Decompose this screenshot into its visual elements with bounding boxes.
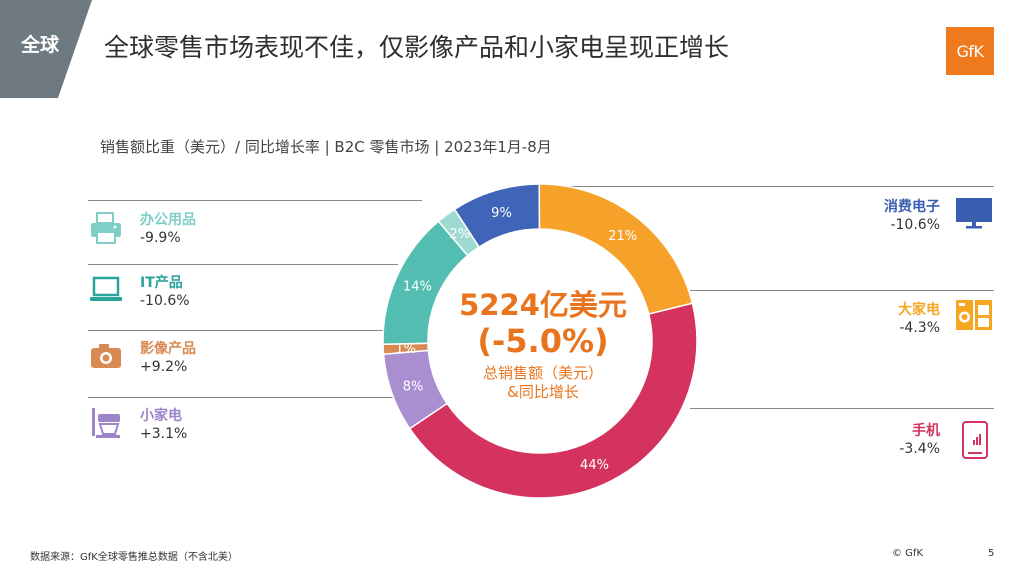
caption-line: &同比增长 [507,383,579,401]
mixer-icon [92,408,120,438]
category-office-supplies: 办公用品 -9.9% [140,209,196,246]
region-tab: 全球 [0,0,92,98]
category-growth: +9.2% [140,359,188,375]
total-sales-change: (-5.0%) [477,322,609,360]
region-tab-label: 全球 [20,34,59,56]
donut-slice-label: 1% [395,342,416,357]
divider-line [88,330,388,331]
category-major-appliances: 大家电 -4.3% [840,299,940,336]
copyright: © GfK [892,548,924,559]
laptop-icon [90,276,122,301]
camera-icon [91,344,121,368]
printer-icon [91,212,121,244]
caption-line: 总销售额（美元） [482,364,603,382]
divider-line [690,290,994,291]
total-sales-value: 5224亿美元 [459,288,627,322]
gfk-logo: GfK [946,27,994,75]
donut-slice-label: 44% [580,458,609,473]
category-name: 办公用品 [140,212,196,228]
category-consumer-electronics: 消费电子 -10.6% [840,196,940,233]
category-name: 小家电 [140,408,182,424]
category-growth: -10.6% [140,293,190,309]
category-name: 消费电子 [884,199,940,215]
category-name: 大家电 [898,302,940,318]
donut-slice-label: 14% [403,280,432,295]
category-name: 手机 [912,423,940,439]
category-name: 影像产品 [140,341,196,357]
page-number: 5 [988,548,995,559]
category-mobile-phones: 手机 -3.4% [840,420,940,457]
category-growth: -3.4% [899,441,940,457]
donut-slice-label: 9% [491,206,512,221]
category-growth: -9.9% [140,230,181,246]
divider-line [88,200,422,201]
divider-line [88,264,398,265]
category-small-appliances: 小家电 +3.1% [140,405,187,442]
data-source-note: 数据来源：GfK全球零售推总数据（不含北美） [30,552,238,563]
donut-slice-label: 8% [403,380,424,395]
category-name: IT产品 [140,275,183,291]
category-growth: -10.6% [890,217,940,233]
donut-slice-label: 21% [608,229,637,244]
page-title: 全球零售市场表现不佳，仅影像产品和小家电呈现正增长 [104,33,730,62]
divider-line [88,397,394,398]
category-growth: -4.3% [899,320,940,336]
total-sales-caption: 总销售额（美元） &同比增长 [443,364,643,402]
washing-machine-icon [956,300,992,330]
chart-subtitle: 销售额比重（美元）/ 同比增长率 | B2C 零售市场 | 2023年1月-8月 [100,138,552,156]
category-it-products: IT产品 -10.6% [140,272,190,309]
region-tab-shape [0,0,92,98]
divider-line [540,186,994,187]
category-growth: +3.1% [140,426,188,442]
divider-line [690,408,994,409]
phone-icon [962,421,988,459]
category-imaging: 影像产品 +9.2% [140,338,196,375]
tv-icon [956,198,992,229]
donut-slice [408,302,698,499]
donut-slice-label: 2% [449,227,470,242]
gfk-logo-text: GfK [956,41,984,61]
donut-slice [437,208,481,257]
